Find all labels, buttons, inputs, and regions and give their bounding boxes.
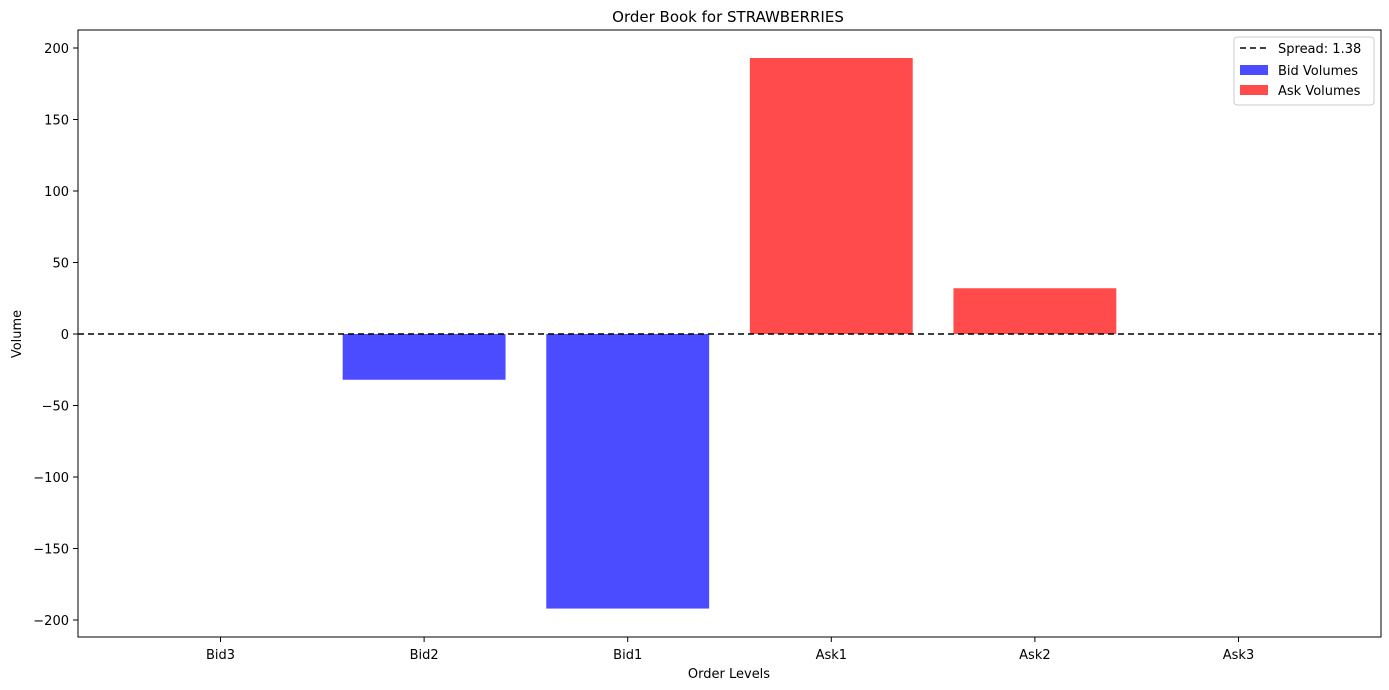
bar-ask1: [749, 58, 913, 334]
x-tick-label-bid3: Bid3: [206, 648, 235, 663]
legend-ask-swatch: [1240, 85, 1268, 95]
bars-group: [342, 58, 1117, 609]
y-tick-label: 0: [61, 328, 69, 343]
x-axis-ticks: Bid3 Bid2 Bid1 Ask1 Ask2 Ask3: [206, 637, 1254, 663]
y-tick-label: 150: [44, 114, 69, 129]
x-tick-label-ask1: Ask1: [816, 648, 847, 663]
x-axis-label: Order Levels: [688, 667, 770, 682]
y-axis-ticks: 200 150 100 50 0 −50 −100 −150 −200: [33, 42, 78, 629]
legend-ask-label: Ask Volumes: [1278, 84, 1361, 99]
x-tick-label-ask2: Ask2: [1019, 648, 1050, 663]
x-tick-label-ask3: Ask3: [1223, 648, 1254, 663]
legend-bid-label: Bid Volumes: [1278, 64, 1358, 79]
y-tick-label: 50: [52, 257, 69, 272]
y-tick-label: −50: [42, 400, 69, 415]
legend: Spread: 1.38 Bid Volumes Ask Volumes: [1233, 36, 1375, 106]
y-tick-label: −150: [33, 543, 69, 558]
bar-ask2: [953, 288, 1117, 334]
bar-bid1: [546, 334, 710, 609]
x-tick-label-bid2: Bid2: [410, 648, 439, 663]
y-axis-label: Volume: [10, 310, 25, 358]
chart-title: Order Book for STRAWBERRIES: [612, 8, 844, 26]
y-tick-label: −100: [33, 471, 69, 486]
y-tick-label: −200: [33, 614, 69, 629]
legend-box: [1233, 36, 1375, 106]
x-tick-label-bid1: Bid1: [613, 648, 642, 663]
y-tick-label: 100: [44, 185, 69, 200]
legend-spread-label: Spread: 1.38: [1278, 42, 1361, 57]
legend-bid-swatch: [1240, 65, 1268, 75]
y-tick-label: 200: [44, 42, 69, 57]
bar-bid2: [342, 334, 506, 380]
